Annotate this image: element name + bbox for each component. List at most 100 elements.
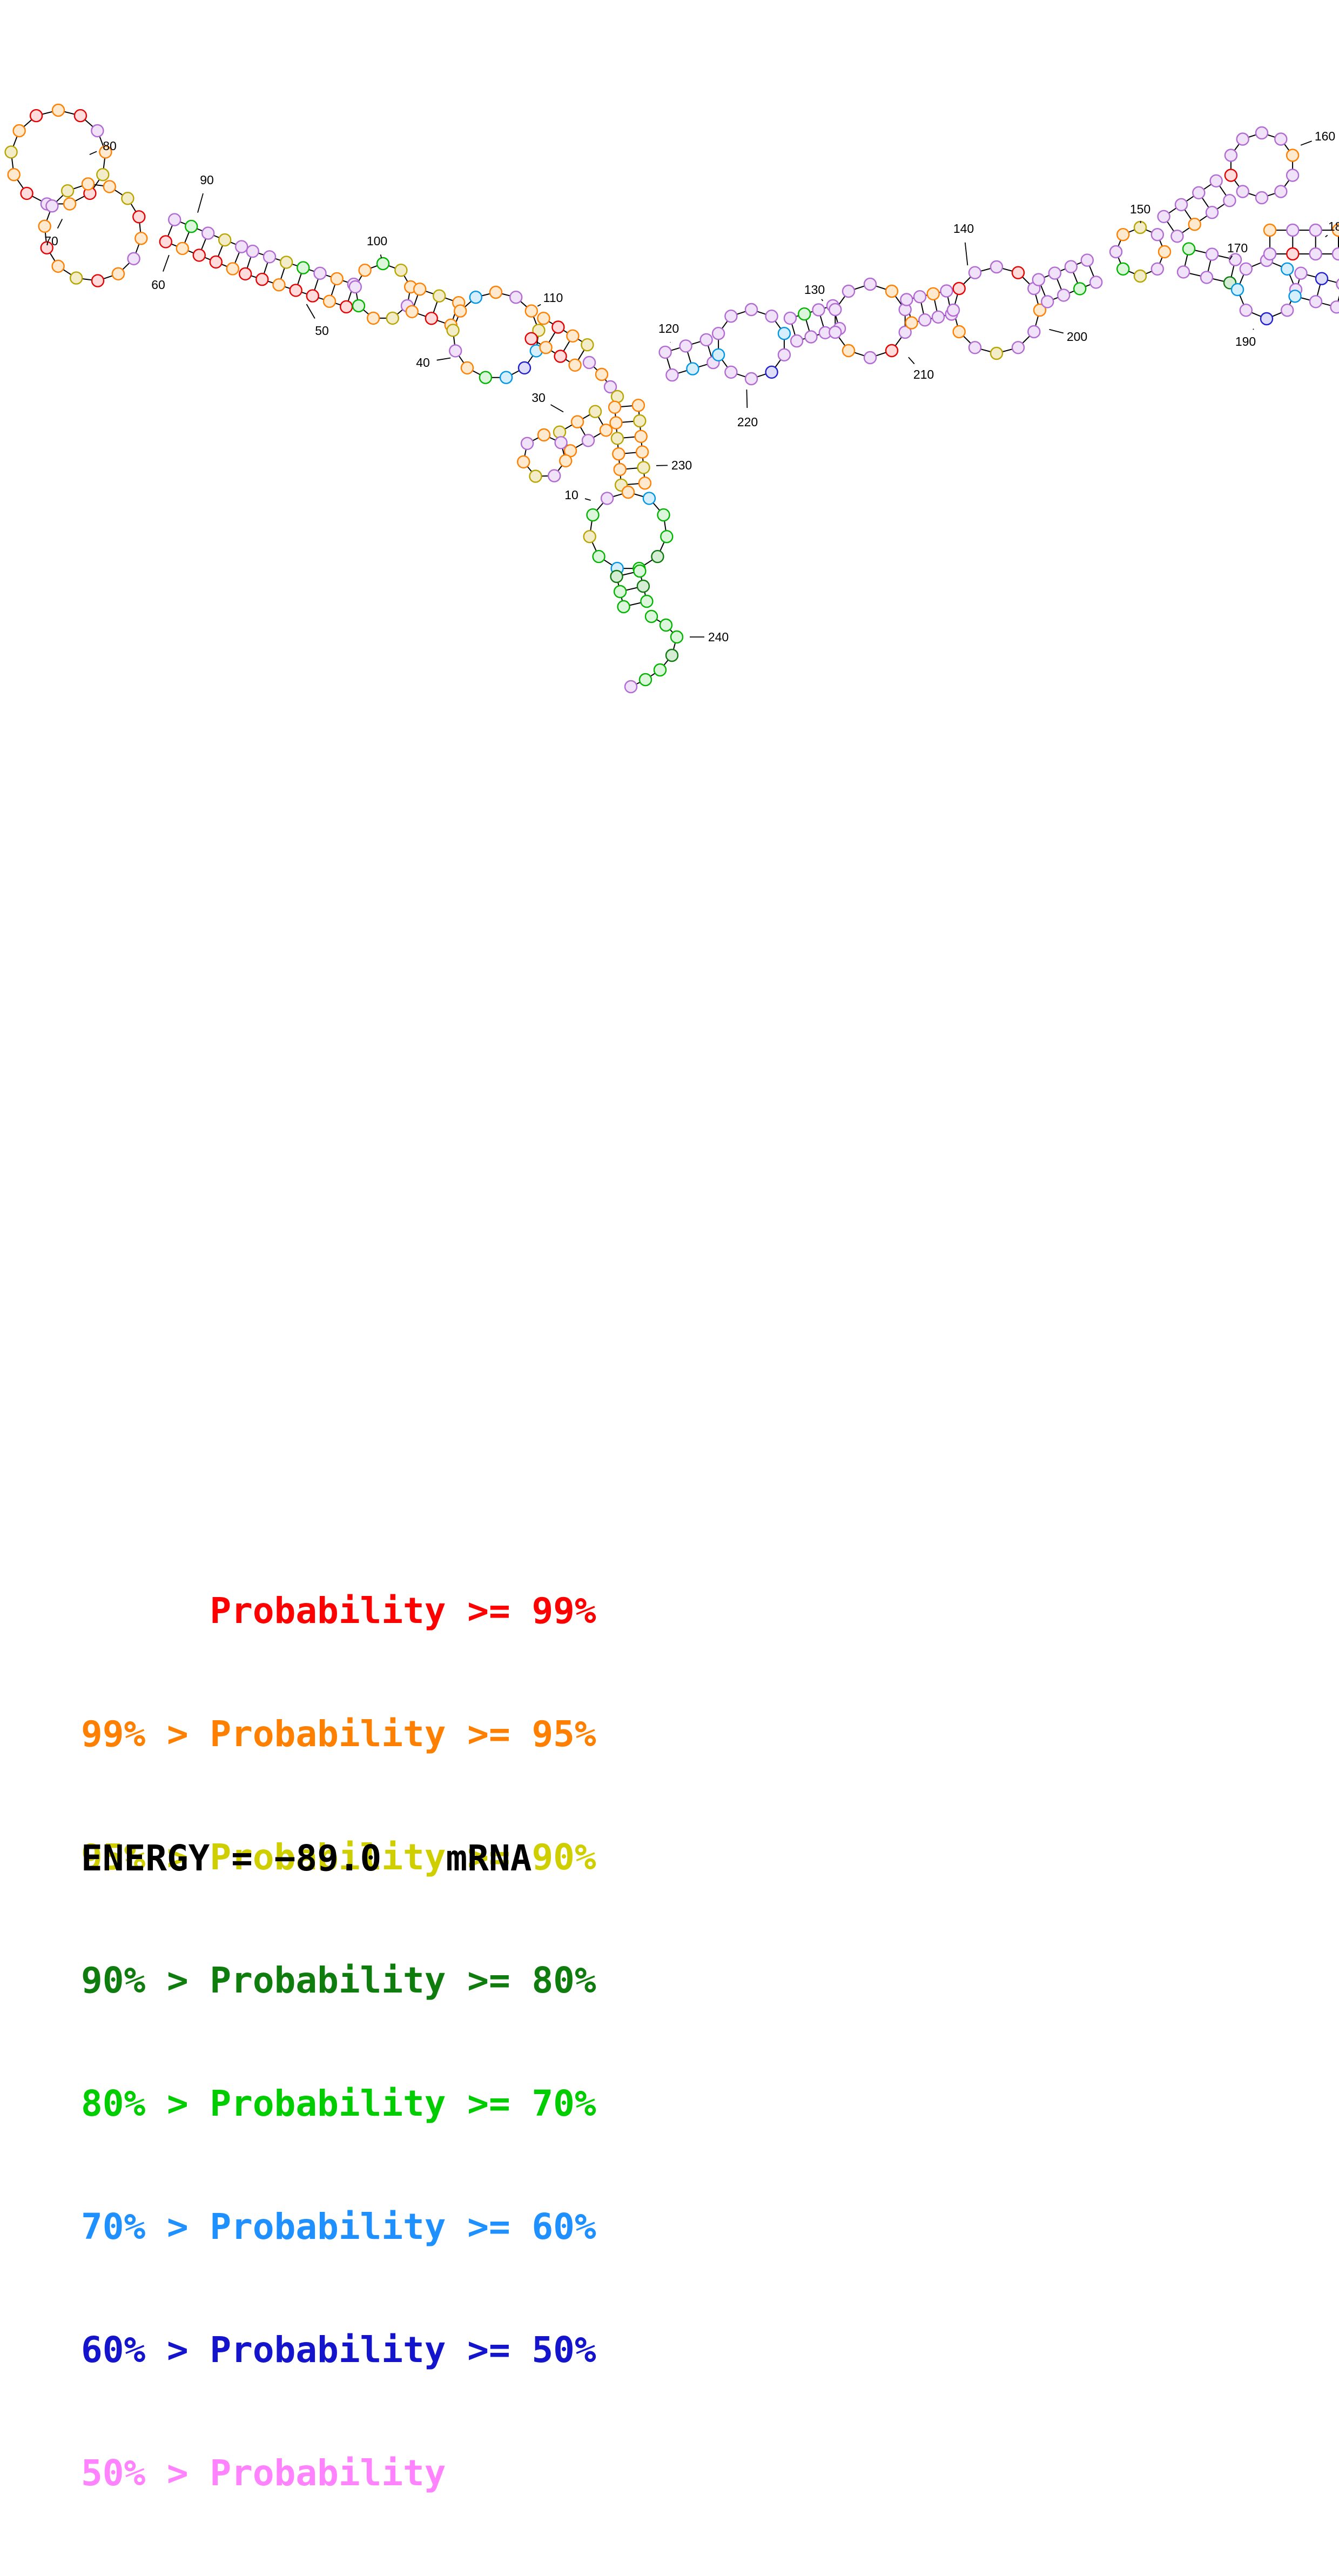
nucleotide	[526, 333, 537, 345]
nucleotide	[470, 291, 482, 303]
nucleotide	[660, 346, 671, 358]
nucleotide	[584, 531, 596, 542]
nucleotide	[1287, 248, 1298, 260]
nucleotide	[969, 341, 981, 353]
nucleotide	[1225, 150, 1237, 162]
nucleotide	[387, 312, 399, 324]
nucleotide	[359, 264, 371, 276]
nucleotide	[633, 399, 644, 411]
nucleotide	[461, 362, 473, 374]
nucleotide	[610, 417, 622, 429]
nucleotide	[314, 267, 326, 279]
nucleotide	[567, 330, 578, 342]
nucleotide	[587, 509, 599, 521]
nucleotide	[660, 619, 672, 631]
nucleotide	[1333, 248, 1339, 260]
nucleotide	[1337, 278, 1339, 290]
nucleotide	[1289, 290, 1301, 302]
legend-line-80-90: 90% > Probability >= 80%	[81, 1960, 596, 2001]
nucleotide	[634, 415, 645, 427]
nucleotide	[583, 357, 595, 368]
nucleotide-nodes	[5, 104, 1339, 693]
label-leader-line	[1301, 141, 1312, 145]
position-label: 50	[315, 324, 329, 338]
nucleotide	[927, 288, 939, 300]
nucleotide	[791, 335, 803, 347]
position-label: 110	[543, 291, 563, 305]
nucleotide	[1261, 313, 1273, 325]
position-label: 210	[913, 367, 934, 381]
nucleotide	[1012, 267, 1024, 279]
legend-line-70-80: 80% > Probability >= 70%	[81, 2083, 596, 2124]
nucleotide	[353, 300, 365, 312]
nucleotide	[813, 304, 825, 316]
nucleotide	[1206, 249, 1218, 260]
legend-line-p99: Probability >= 99%	[81, 1591, 596, 1632]
nucleotide	[1152, 263, 1163, 275]
label-leader-line	[746, 390, 747, 408]
backbone-lines	[11, 110, 1339, 687]
nucleotide	[395, 264, 407, 276]
label-leader-line	[1325, 235, 1328, 237]
nucleotide	[324, 296, 335, 307]
nucleotide	[480, 372, 492, 384]
nucleotide	[1189, 218, 1201, 230]
nucleotide	[210, 256, 222, 268]
label-leader-line	[965, 243, 968, 265]
nucleotide	[21, 187, 33, 199]
position-label: 130	[804, 283, 825, 297]
nucleotide	[805, 331, 817, 343]
nucleotide	[1171, 230, 1183, 242]
nucleotide	[517, 456, 529, 468]
nucleotide	[712, 327, 724, 339]
nucleotide	[589, 406, 601, 418]
nucleotide	[1310, 296, 1322, 307]
nucleotide	[75, 110, 86, 122]
nucleotide	[658, 509, 670, 521]
nucleotide	[490, 286, 502, 298]
nucleotide	[297, 262, 309, 274]
nucleotide	[202, 227, 214, 239]
nucleotide	[843, 345, 854, 357]
nucleotide	[666, 649, 678, 661]
nucleotide	[540, 341, 552, 353]
legend-line-95-99: 99% > Probability >= 95%	[81, 1714, 596, 1755]
nucleotide	[449, 345, 461, 357]
nucleotide	[639, 477, 651, 489]
nucleotide	[953, 283, 965, 294]
nucleotide	[1240, 263, 1252, 275]
nucleotide	[1065, 261, 1077, 273]
position-label: 150	[1130, 202, 1150, 216]
nucleotide	[8, 169, 20, 180]
nucleotide	[1110, 246, 1122, 258]
position-label: 180	[1328, 219, 1339, 233]
nucleotide	[634, 565, 645, 577]
label-leader-line	[90, 151, 97, 155]
nucleotide	[661, 531, 672, 542]
nucleotide	[133, 211, 145, 223]
nucleotide	[609, 401, 621, 413]
nucleotide	[340, 301, 352, 313]
nucleotide	[766, 310, 778, 322]
position-label: 90	[200, 173, 214, 187]
nucleotide	[919, 314, 931, 326]
nucleotide	[1206, 206, 1218, 218]
nucleotide	[1158, 211, 1170, 223]
label-leader-line	[822, 299, 823, 301]
nucleotide	[1225, 170, 1237, 182]
nucleotide	[185, 220, 197, 232]
nucleotide	[953, 326, 965, 338]
label-leader-line	[537, 305, 541, 306]
nucleotide	[52, 104, 64, 116]
position-label: 60	[151, 278, 165, 292]
nucleotide	[601, 492, 613, 504]
label-leader-line	[551, 405, 564, 412]
nucleotide	[940, 285, 952, 297]
nucleotide	[1256, 127, 1268, 139]
probability-legend: Probability >= 99% 99% > Probability >= …	[81, 1508, 596, 2576]
position-label: 240	[708, 630, 729, 644]
nucleotide	[367, 312, 379, 324]
nucleotide	[1117, 263, 1129, 275]
nucleotide	[307, 290, 319, 302]
